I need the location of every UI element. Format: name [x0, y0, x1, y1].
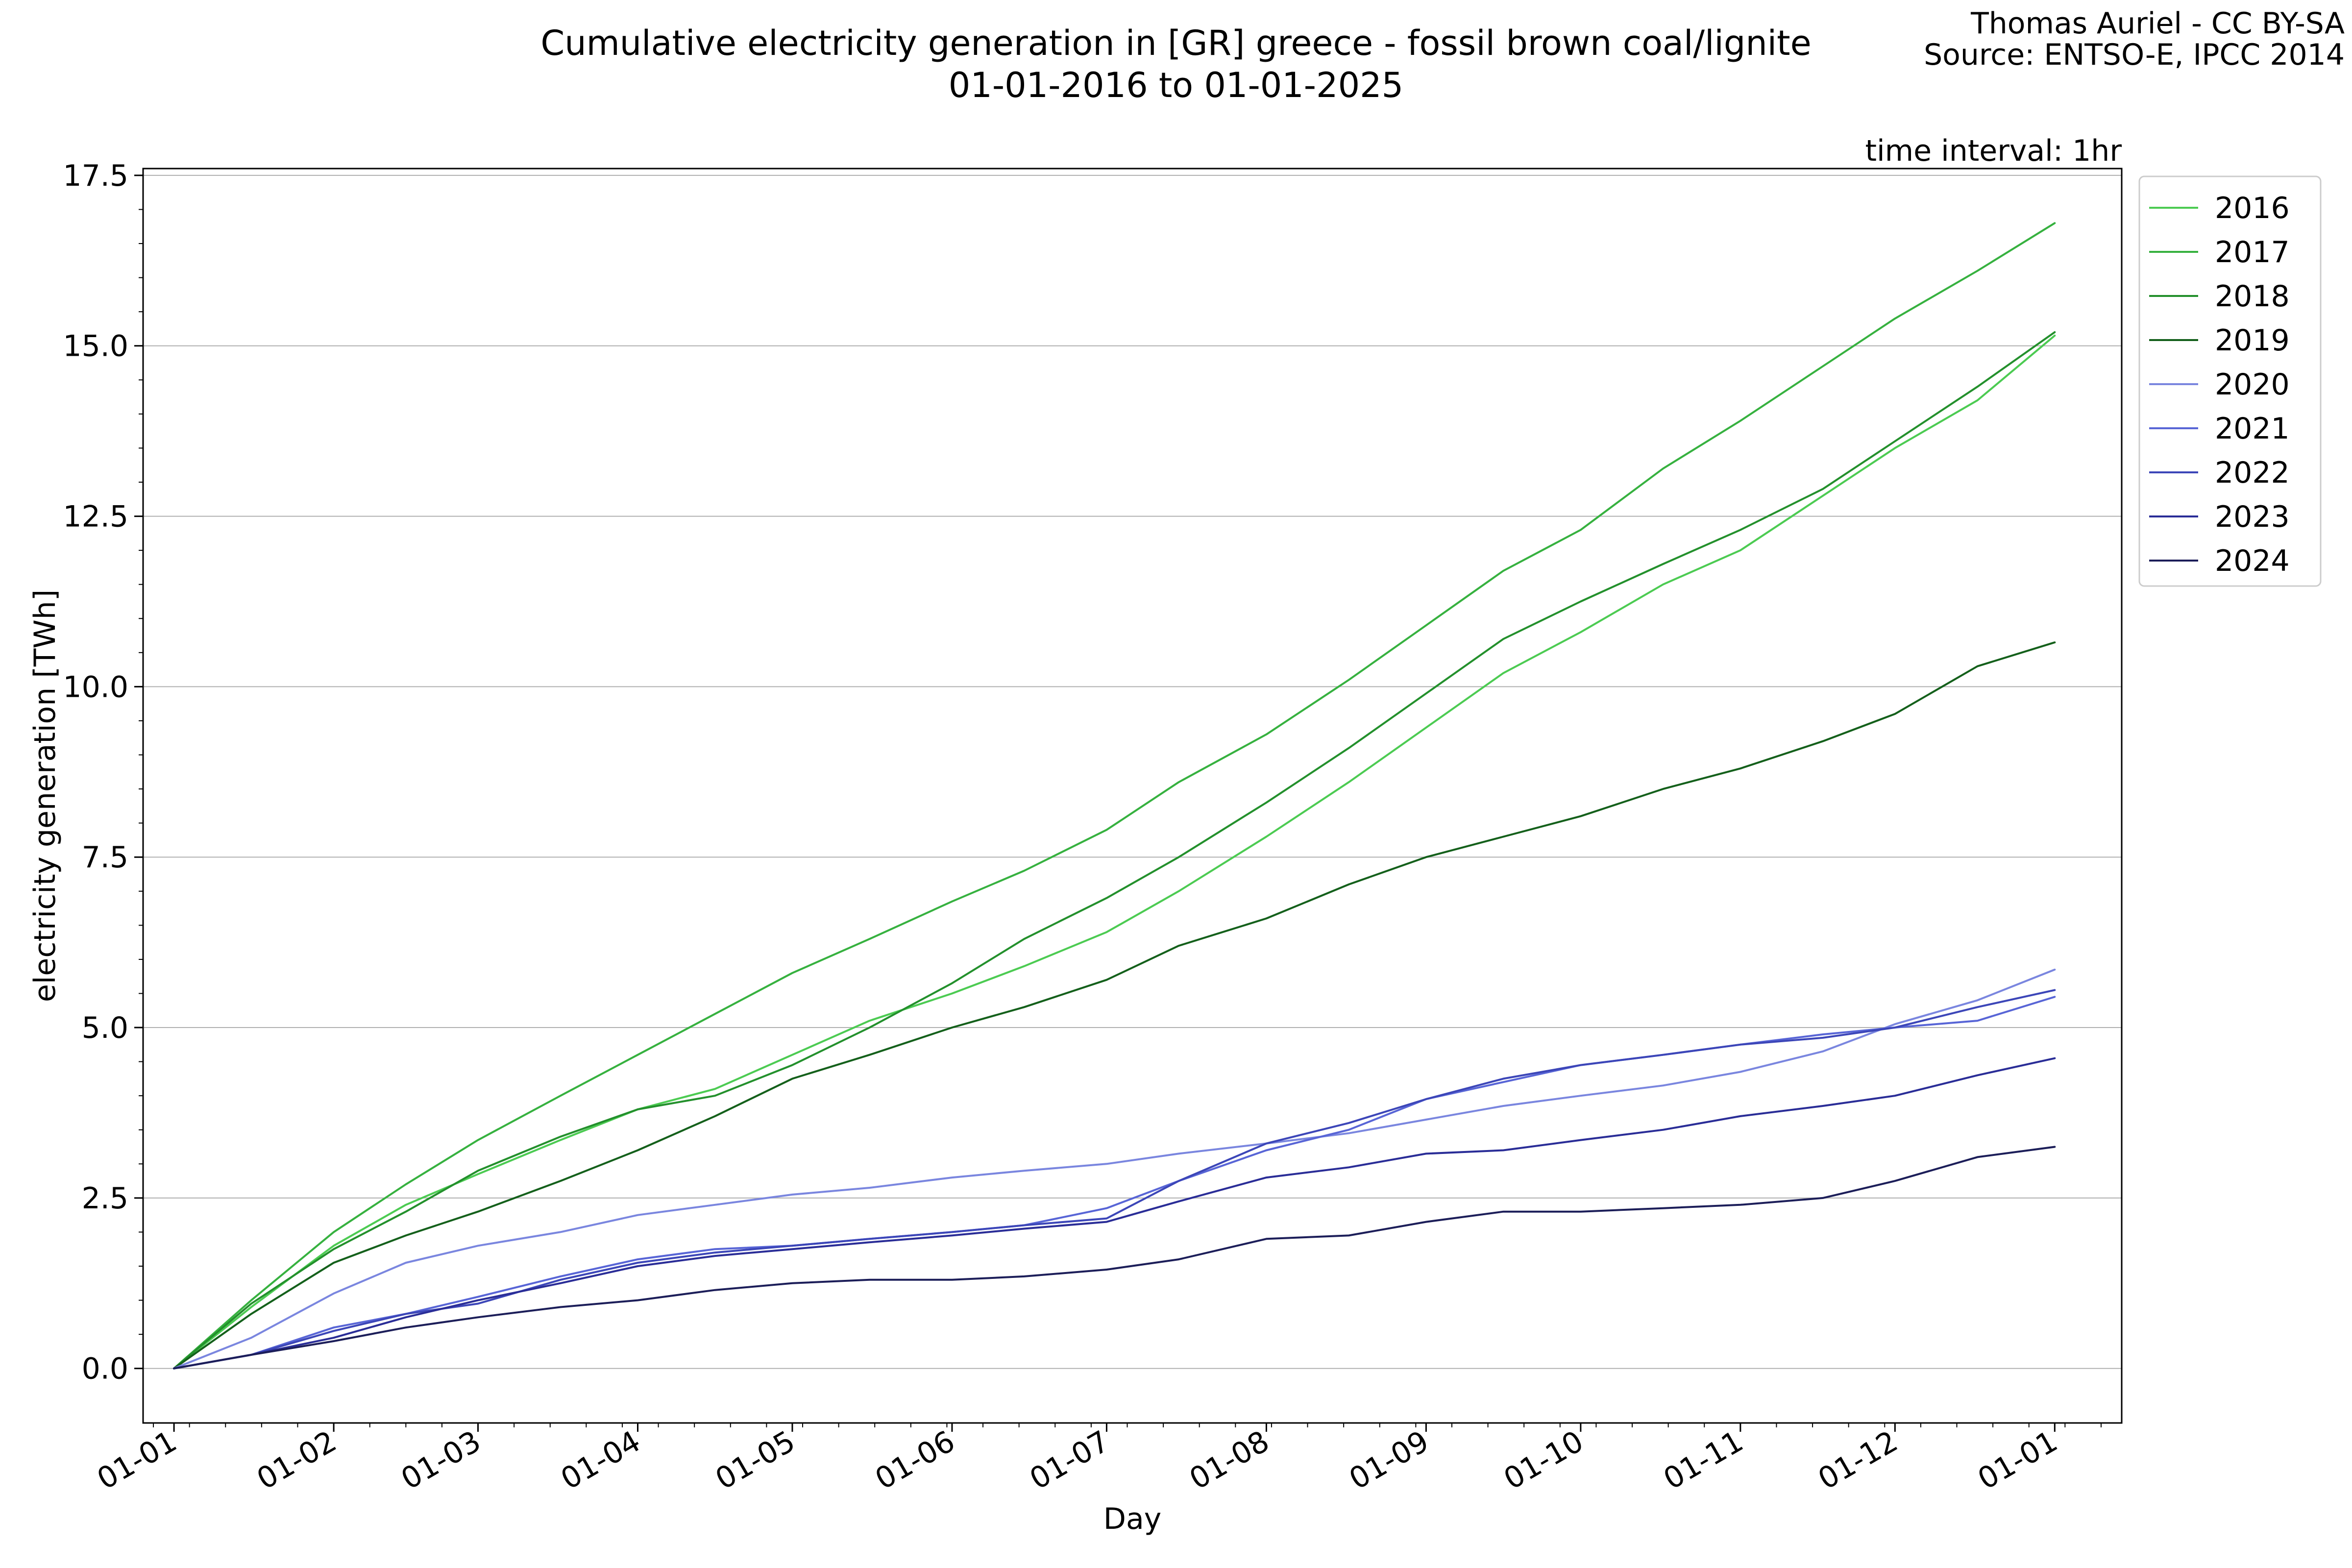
credit-author: Thomas Auriel - CC BY-SA	[1970, 6, 2345, 41]
y-axis: 0.0 2.5 5.0 7.5 10.0 12.5 15.0 17.5	[63, 159, 143, 1386]
y-tick-label: 10.0	[63, 670, 128, 704]
legend-box	[2138, 175, 2322, 587]
credit-source: Source: ENTSO-E, IPCC 2014	[1924, 38, 2345, 72]
plot-frame	[142, 168, 2123, 1424]
x-axis-label: Day	[1103, 1502, 1161, 1536]
y-axis-label: electricity generation [TWh]	[28, 589, 62, 1002]
series-line-2016	[173, 334, 2056, 1370]
x-tick-label: 01-09	[1344, 1424, 1435, 1496]
legend-label-2019: 2019	[2215, 323, 2290, 358]
series-line-2019	[173, 641, 2056, 1370]
y-tick-label: 2.5	[82, 1181, 128, 1216]
legend-label-2023: 2023	[2215, 500, 2290, 534]
legend-label-2022: 2022	[2215, 456, 2290, 490]
y-tick-label: 12.5	[63, 500, 128, 534]
series-line-2020	[173, 968, 2056, 1370]
series-line-2022	[173, 989, 2056, 1370]
x-tick-label: 01-05	[710, 1424, 801, 1496]
series-line-2024	[173, 1146, 2056, 1370]
x-tick-label: 01-03	[395, 1424, 487, 1496]
chart-title-line2: 01-01-2016 to 01-01-2025	[949, 65, 1403, 105]
y-tick-label: 5.0	[82, 1011, 128, 1045]
chart-title-line1: Cumulative electricity generation in [GR…	[540, 23, 1811, 63]
x-tick-label: 01-12	[1813, 1424, 1904, 1496]
legend: 2016 2017 2018 2019 2020 2021 2022 2023 2024	[2138, 175, 2322, 587]
x-tick-label: 01-06	[869, 1424, 960, 1496]
series-line-2023	[173, 1057, 2056, 1370]
legend-label-2020: 2020	[2215, 368, 2290, 402]
series-line-2018	[173, 331, 2056, 1370]
time-interval-note: time interval: 1hr	[1865, 134, 2122, 168]
x-tick-label: 01-01	[1972, 1424, 2063, 1496]
x-tick-label: 01-11	[1658, 1424, 1749, 1496]
grid-lines	[143, 174, 2122, 1369]
y-tick-label: 15.0	[63, 329, 128, 364]
y-tick-label: 0.0	[82, 1352, 128, 1386]
y-tick-label: 17.5	[63, 159, 128, 193]
x-tick-label: 01-02	[251, 1424, 343, 1496]
legend-label-2016: 2016	[2215, 191, 2290, 225]
x-tick-label: 01-01	[92, 1424, 183, 1496]
legend-label-2024: 2024	[2215, 544, 2290, 578]
series-line-2017	[173, 222, 2056, 1370]
x-axis: 01-01 01-02 01-03 01-04 01-05 01-06 01-07 01-08…	[92, 1423, 2102, 1496]
x-tick-label: 01-08	[1184, 1424, 1275, 1496]
x-tick-label: 01-10	[1498, 1424, 1589, 1496]
legend-label-2021: 2021	[2215, 412, 2290, 446]
y-tick-label: 7.5	[82, 840, 128, 875]
x-tick-label: 01-07	[1024, 1424, 1115, 1496]
legend-label-2018: 2018	[2215, 279, 2290, 314]
legend-label-2017: 2017	[2215, 235, 2290, 270]
series-lines	[173, 222, 2056, 1370]
x-tick-label: 01-04	[555, 1424, 646, 1496]
